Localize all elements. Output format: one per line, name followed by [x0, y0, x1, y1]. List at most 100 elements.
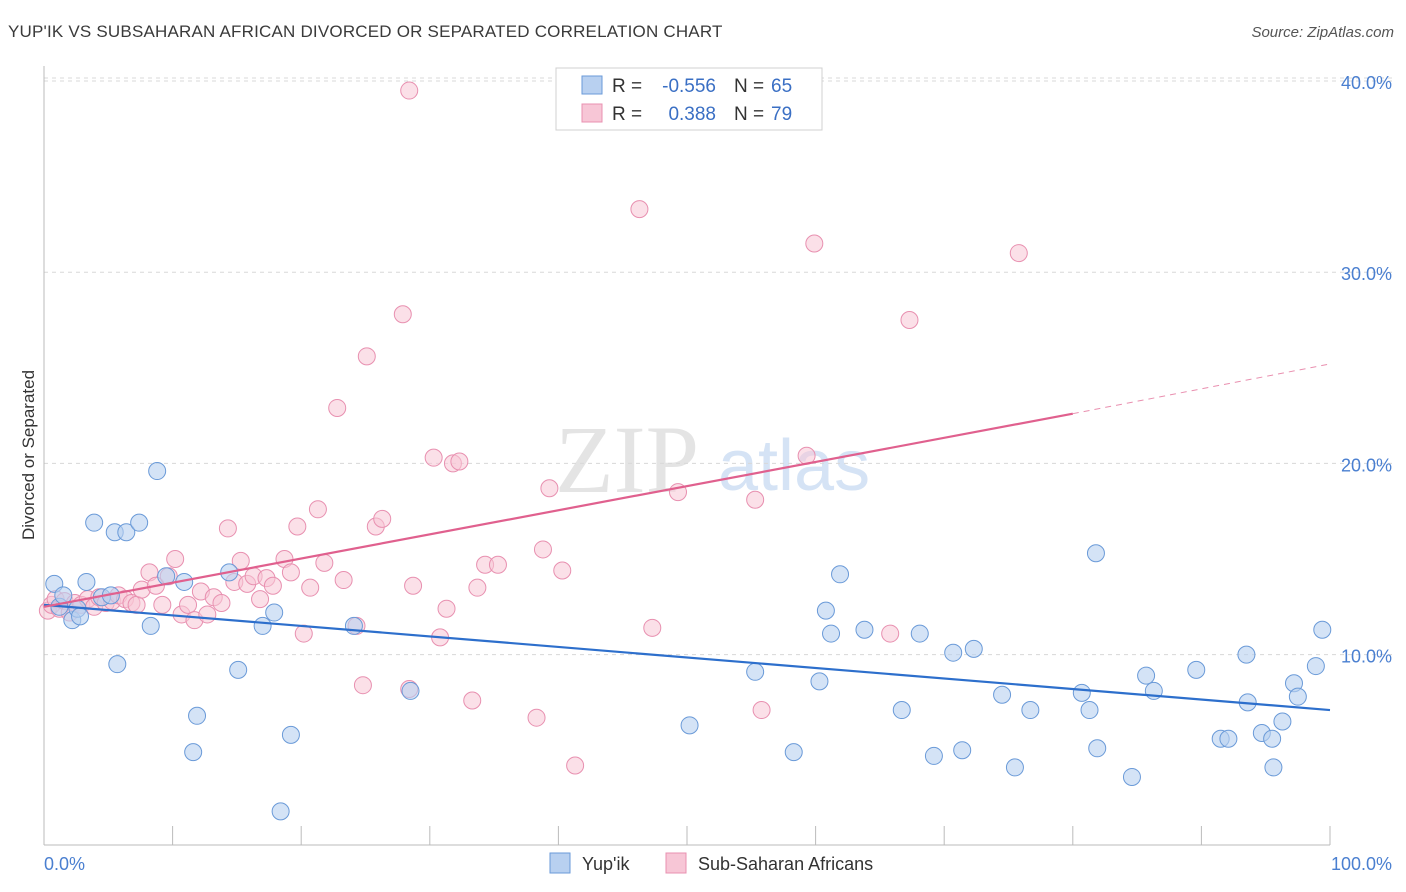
legend-n-label-1: N =	[734, 76, 764, 97]
point-subsaharan-16	[127, 595, 146, 614]
tick-labels: 10.0% 20.0% 30.0% 40.0% 0.0% 100.0%	[44, 73, 1392, 874]
point-yupik-23	[265, 603, 284, 622]
point-yupik-18	[184, 743, 203, 762]
point-subsaharan-37	[263, 576, 282, 595]
point-yupik-45	[1072, 683, 1091, 702]
point-yupik-43	[1005, 758, 1024, 777]
bottom-legend-yupik: Yup'ik	[582, 854, 630, 874]
legend-r-label-2: R =	[612, 104, 642, 125]
point-yupik-5	[71, 607, 90, 626]
point-yupik-6	[77, 572, 96, 591]
point-subsaharan-78	[900, 311, 919, 329]
bottom-legend-swatch-subsaharan	[665, 852, 687, 874]
point-subsaharan-27	[198, 605, 217, 624]
y-tick-label-40: 40.0%	[1341, 73, 1392, 93]
point-yupik-40	[953, 741, 972, 760]
point-yupik-63	[1306, 657, 1325, 676]
point-subsaharan-65	[527, 708, 546, 727]
point-subsaharan-51	[373, 509, 392, 528]
trend-line-subsaharan	[43, 412, 1074, 608]
point-yupik-33	[822, 624, 841, 643]
point-yupik-58	[1263, 729, 1282, 748]
point-subsaharan-61	[463, 691, 482, 710]
legend-n-label-2: N =	[734, 104, 764, 125]
bottom-legend-subsaharan: Sub-Saharan Africans	[698, 854, 873, 874]
point-subsaharan-46	[334, 571, 353, 590]
point-yupik-24	[271, 802, 290, 821]
point-yupik-27	[401, 681, 420, 700]
point-subsaharan-35	[251, 590, 270, 609]
point-yupik-39	[944, 643, 963, 662]
legend-n-value-2: 79	[771, 104, 792, 125]
point-yupik-7	[85, 513, 104, 532]
point-yupik-46	[1080, 701, 1099, 720]
point-yupik-49	[1122, 767, 1141, 786]
point-yupik-26	[344, 616, 363, 635]
point-yupik-31	[810, 672, 829, 691]
point-yupik-48	[1088, 739, 1107, 758]
point-subsaharan-43	[308, 500, 327, 519]
point-subsaharan-54	[404, 576, 423, 595]
point-yupik-59	[1264, 758, 1283, 777]
point-yupik-32	[816, 601, 835, 620]
point-subsaharan-39	[281, 563, 300, 582]
y-tick-label-30: 30.0%	[1341, 264, 1392, 284]
trend-line-yupik	[43, 603, 1331, 712]
legend-r-value-1: -0.556	[662, 76, 716, 97]
point-yupik-52	[1187, 660, 1206, 679]
point-yupik-34	[831, 565, 850, 584]
point-yupik-21	[229, 660, 248, 679]
point-yupik-60	[1273, 712, 1292, 731]
legend-r-value-2: 0.388	[668, 104, 716, 125]
point-subsaharan-68	[553, 561, 572, 580]
source-label: Source: ZipAtlas.com	[1251, 24, 1394, 41]
point-subsaharan-48	[353, 676, 372, 695]
trend-lines	[43, 363, 1331, 712]
point-subsaharan-74	[752, 701, 771, 720]
point-yupik-28	[680, 716, 699, 735]
point-subsaharan-45	[328, 398, 347, 417]
point-subsaharan-60	[450, 452, 469, 471]
point-yupik-41	[964, 639, 983, 658]
point-subsaharan-22	[166, 550, 185, 568]
point-yupik-44	[1021, 701, 1040, 720]
point-yupik-25	[281, 725, 300, 744]
point-yupik-29	[746, 662, 765, 681]
point-subsaharan-64	[488, 555, 507, 574]
point-yupik-13	[130, 513, 149, 532]
point-subsaharan-70	[630, 200, 649, 219]
point-yupik-19	[188, 706, 207, 725]
point-subsaharan-79	[1009, 244, 1028, 263]
axes	[43, 66, 1331, 846]
point-subsaharan-76	[805, 234, 824, 253]
point-yupik-36	[892, 701, 911, 720]
point-yupik-38	[924, 746, 943, 765]
point-yupik-37	[910, 624, 929, 643]
point-yupik-15	[148, 462, 167, 481]
y-axis-label: Divorced or Separated	[19, 370, 38, 540]
point-subsaharan-62	[468, 578, 487, 597]
point-subsaharan-52	[393, 305, 412, 324]
bottom-legend: Yup'ik Sub-Saharan Africans	[549, 852, 873, 874]
y-tick-label-20: 20.0%	[1341, 455, 1392, 475]
series-subsaharan-points	[38, 81, 1028, 775]
legend-box: R = -0.556 N = 65 R = 0.388 N = 79	[555, 67, 823, 131]
point-yupik-47	[1086, 544, 1105, 563]
legend-swatch-subsaharan	[581, 103, 603, 123]
point-subsaharan-56	[424, 448, 443, 467]
y-tick-label-10: 10.0%	[1341, 647, 1392, 667]
point-subsaharan-58	[437, 599, 456, 618]
point-subsaharan-44	[315, 553, 334, 572]
point-subsaharan-40	[288, 517, 307, 536]
point-yupik-62	[1288, 687, 1307, 706]
legend-n-value-1: 65	[771, 76, 792, 97]
point-yupik-35	[855, 620, 874, 639]
point-yupik-55	[1237, 645, 1256, 664]
point-yupik-14	[141, 616, 160, 635]
point-subsaharan-67	[540, 479, 559, 498]
point-subsaharan-77	[881, 624, 900, 643]
point-yupik-50	[1137, 666, 1156, 685]
point-subsaharan-24	[179, 595, 198, 614]
point-subsaharan-29	[212, 593, 231, 612]
